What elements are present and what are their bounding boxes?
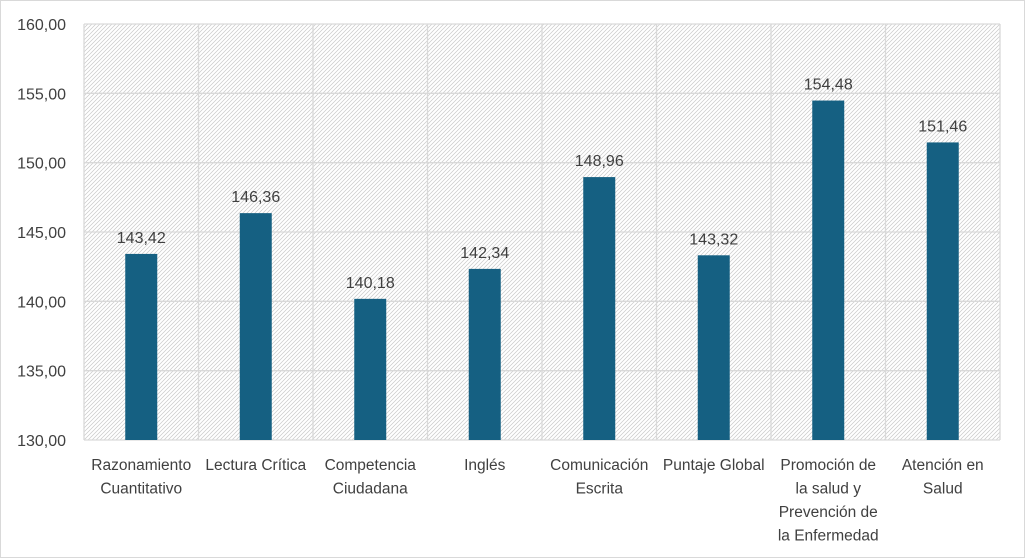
y-tick-label: 155,00 <box>17 86 66 103</box>
data-label: 142,34 <box>460 245 509 262</box>
data-label: 154,48 <box>804 77 853 94</box>
data-label: 148,96 <box>575 153 624 170</box>
bar <box>812 100 845 440</box>
category-labels: Razonamiento Cuantitativo Lectura Crítica C… <box>91 457 983 545</box>
bar <box>583 177 616 440</box>
bar <box>239 213 272 440</box>
category-label: Atención en Salud <box>902 457 984 498</box>
bar <box>354 298 387 440</box>
data-label: 151,46 <box>918 118 967 135</box>
y-tick-label: 150,00 <box>17 156 66 173</box>
data-labels: 143,42 146,36 140,18 142,34 148,96 143,32 154,… <box>117 77 968 292</box>
gridlines <box>83 23 1001 441</box>
y-tick-label: 135,00 <box>17 364 66 381</box>
category-label: Competencia Ciudadana <box>325 457 417 498</box>
data-label: 143,32 <box>689 231 738 248</box>
category-label: Inglés <box>464 457 506 474</box>
y-tick-label: 160,00 <box>17 17 66 34</box>
category-label: Puntaje Global <box>663 457 765 474</box>
y-tick-label: 130,00 <box>17 433 66 450</box>
y-tick-label: 140,00 <box>17 294 66 311</box>
category-label: Promoción de la salud y Prevención de la En… <box>778 457 879 545</box>
bar <box>926 142 959 440</box>
y-axis-ticks: 130,00 135,00 140,00 145,00 150,00 155,00 160,… <box>17 17 66 450</box>
category-label: Lectura Crítica <box>205 457 306 474</box>
data-label: 140,18 <box>346 275 395 292</box>
y-tick-label: 145,00 <box>17 225 66 242</box>
bar <box>125 253 158 440</box>
data-label: 143,42 <box>117 230 166 247</box>
data-label: 146,36 <box>231 189 280 206</box>
bar <box>468 268 501 440</box>
bars <box>125 100 959 440</box>
category-label: Comunicación Escrita <box>550 457 648 498</box>
category-label: Razonamiento Cuantitativo <box>91 457 191 498</box>
bar <box>697 255 730 440</box>
